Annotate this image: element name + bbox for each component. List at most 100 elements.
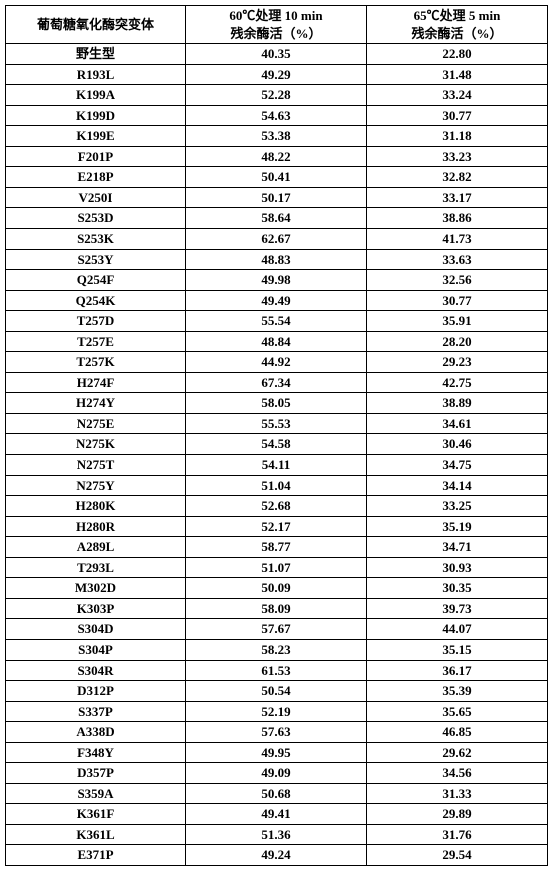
cell-65c: 34.56 <box>367 763 548 784</box>
cell-60c: 52.28 <box>186 85 367 106</box>
cell-mutant: Q254K <box>6 290 186 311</box>
table-header: 葡萄糖氧化酶突变体 60℃处理 10 min 残余酶活（%） 65℃处理 5 m… <box>6 6 548 44</box>
table-row: K361L51.3631.76 <box>6 824 548 845</box>
cell-65c: 35.39 <box>367 681 548 702</box>
cell-mutant: E218P <box>6 167 186 188</box>
cell-65c: 33.17 <box>367 187 548 208</box>
cell-60c: 58.23 <box>186 639 367 660</box>
cell-mutant: E371P <box>6 845 186 866</box>
cell-65c: 31.18 <box>367 126 548 147</box>
header-60c: 60℃处理 10 min 残余酶活（%） <box>186 6 367 44</box>
table-row: F348Y49.9529.62 <box>6 742 548 763</box>
cell-mutant: T257E <box>6 331 186 352</box>
cell-60c: 57.63 <box>186 722 367 743</box>
table-row: V250I50.1733.17 <box>6 187 548 208</box>
cell-65c: 42.75 <box>367 372 548 393</box>
cell-60c: 48.84 <box>186 331 367 352</box>
cell-60c: 50.41 <box>186 167 367 188</box>
cell-60c: 44.92 <box>186 352 367 373</box>
cell-65c: 34.14 <box>367 475 548 496</box>
cell-mutant: S253D <box>6 208 186 229</box>
cell-60c: 49.95 <box>186 742 367 763</box>
table-row: T293L51.0730.93 <box>6 557 548 578</box>
cell-60c: 53.38 <box>186 126 367 147</box>
cell-mutant: K199A <box>6 85 186 106</box>
cell-60c: 49.41 <box>186 804 367 825</box>
cell-mutant: N275K <box>6 434 186 455</box>
cell-65c: 35.91 <box>367 311 548 332</box>
cell-65c: 30.93 <box>367 557 548 578</box>
header-60c-line1: 60℃处理 10 min <box>229 8 322 23</box>
table-row: S304P58.2335.15 <box>6 639 548 660</box>
cell-65c: 35.65 <box>367 701 548 722</box>
table-row: M302D50.0930.35 <box>6 578 548 599</box>
cell-60c: 58.09 <box>186 598 367 619</box>
table-row: N275T54.1134.75 <box>6 455 548 476</box>
table-row: K199D54.6330.77 <box>6 105 548 126</box>
cell-65c: 34.75 <box>367 455 548 476</box>
cell-65c: 44.07 <box>367 619 548 640</box>
table-row: H274F67.3442.75 <box>6 372 548 393</box>
table-row: Q254K49.4930.77 <box>6 290 548 311</box>
cell-mutant: H280K <box>6 496 186 517</box>
cell-mutant: S304D <box>6 619 186 640</box>
cell-60c: 40.35 <box>186 44 367 65</box>
cell-mutant: N275Y <box>6 475 186 496</box>
cell-60c: 52.68 <box>186 496 367 517</box>
cell-60c: 50.17 <box>186 187 367 208</box>
header-65c-line2: 残余酶活（%） <box>411 26 502 41</box>
cell-60c: 50.54 <box>186 681 367 702</box>
cell-65c: 29.89 <box>367 804 548 825</box>
cell-65c: 35.19 <box>367 516 548 537</box>
cell-mutant: H274F <box>6 372 186 393</box>
cell-mutant: K303P <box>6 598 186 619</box>
cell-65c: 33.63 <box>367 249 548 270</box>
table-row: H274Y58.0538.89 <box>6 393 548 414</box>
cell-mutant: T293L <box>6 557 186 578</box>
table-row: S359A50.6831.33 <box>6 783 548 804</box>
cell-60c: 49.98 <box>186 270 367 291</box>
table-row: K199E53.3831.18 <box>6 126 548 147</box>
table-row: D312P50.5435.39 <box>6 681 548 702</box>
cell-65c: 31.76 <box>367 824 548 845</box>
cell-65c: 31.33 <box>367 783 548 804</box>
cell-65c: 32.56 <box>367 270 548 291</box>
cell-60c: 49.29 <box>186 64 367 85</box>
cell-65c: 34.61 <box>367 413 548 434</box>
table-row: S304R61.5336.17 <box>6 660 548 681</box>
cell-mutant: F348Y <box>6 742 186 763</box>
cell-65c: 33.25 <box>367 496 548 517</box>
table-row: S253Y48.8333.63 <box>6 249 548 270</box>
table-row: E371P49.2429.54 <box>6 845 548 866</box>
table-row: N275E55.5334.61 <box>6 413 548 434</box>
cell-60c: 58.64 <box>186 208 367 229</box>
cell-65c: 39.73 <box>367 598 548 619</box>
cell-60c: 50.09 <box>186 578 367 599</box>
cell-65c: 30.35 <box>367 578 548 599</box>
cell-60c: 49.24 <box>186 845 367 866</box>
cell-mutant: V250I <box>6 187 186 208</box>
cell-mutant: S253K <box>6 229 186 250</box>
table-row: H280K52.6833.25 <box>6 496 548 517</box>
cell-65c: 38.86 <box>367 208 548 229</box>
table-row: F201P48.2233.23 <box>6 146 548 167</box>
header-mutant: 葡萄糖氧化酶突变体 <box>6 6 186 44</box>
cell-60c: 58.77 <box>186 537 367 558</box>
cell-60c: 54.63 <box>186 105 367 126</box>
cell-65c: 38.89 <box>367 393 548 414</box>
cell-mutant: N275T <box>6 455 186 476</box>
cell-65c: 28.20 <box>367 331 548 352</box>
cell-60c: 51.36 <box>186 824 367 845</box>
header-60c-line2: 残余酶活（%） <box>230 26 321 41</box>
enzyme-activity-table: 葡萄糖氧化酶突变体 60℃处理 10 min 残余酶活（%） 65℃处理 5 m… <box>5 5 548 866</box>
cell-mutant: 野生型 <box>6 44 186 65</box>
cell-60c: 50.68 <box>186 783 367 804</box>
cell-mutant: S304R <box>6 660 186 681</box>
table-row: S253K62.6741.73 <box>6 229 548 250</box>
cell-mutant: M302D <box>6 578 186 599</box>
cell-65c: 46.85 <box>367 722 548 743</box>
cell-65c: 33.24 <box>367 85 548 106</box>
cell-mutant: R193L <box>6 64 186 85</box>
cell-65c: 35.15 <box>367 639 548 660</box>
cell-60c: 49.49 <box>186 290 367 311</box>
